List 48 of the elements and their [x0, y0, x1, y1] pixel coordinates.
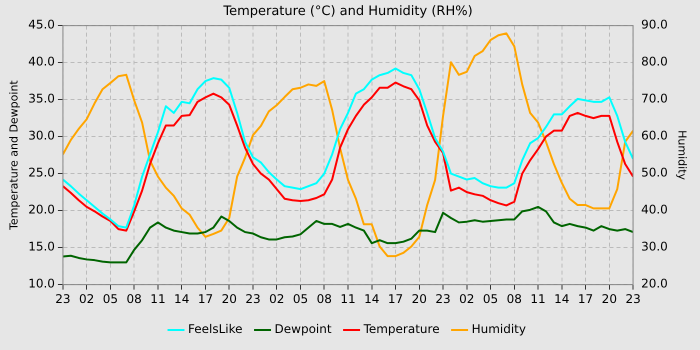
x-tick-label: 14	[174, 292, 190, 306]
x-tick-label: 23	[55, 292, 71, 306]
x-tick-label: 08	[506, 292, 522, 306]
x-tick-label: 14	[364, 292, 380, 306]
x-tick-label: 02	[79, 292, 94, 306]
x-tick-label: 08	[316, 292, 332, 306]
x-tick-label: 05	[102, 292, 118, 306]
legend-label: Dewpoint	[274, 322, 332, 336]
x-tick-label: 23	[245, 292, 261, 306]
y2-tick-label: 40.0	[641, 202, 668, 217]
y2-axis-title: Humidity	[676, 130, 689, 181]
y-tick-label: 45.0	[28, 18, 55, 32]
x-tick-label: 20	[222, 292, 237, 306]
x-tick-label: 11	[150, 292, 166, 306]
x-tick-label: 17	[578, 292, 594, 306]
y-axis-title: Temperature and Dewpoint	[7, 80, 20, 231]
x-tick-label: 17	[198, 292, 214, 306]
x-tick-label: 08	[126, 292, 142, 306]
y2-tick-label: 70.0	[641, 92, 668, 106]
x-tick-label: 05	[292, 292, 308, 306]
x-tick-label: 02	[459, 292, 474, 306]
y-tick-label: 35.0	[28, 92, 55, 106]
x-tick-label: 23	[625, 292, 641, 306]
y-tick-label: 25.0	[28, 166, 55, 180]
y-tick-label: 15.0	[28, 240, 55, 254]
x-tick-label: 23	[435, 292, 451, 306]
x-tick-label: 02	[269, 292, 284, 306]
x-tick-label: 20	[602, 292, 617, 306]
y2-tick-label: 60.0	[641, 128, 668, 143]
x-tick-label: 17	[388, 292, 404, 306]
chart-title: Temperature (°C) and Humidity (RH%)	[222, 4, 473, 20]
x-tick-label: 05	[482, 292, 498, 306]
y-tick-label: 10.0	[28, 276, 55, 291]
legend-label: Temperature	[362, 322, 440, 336]
y2-tick-label: 50.0	[641, 166, 668, 180]
x-tick-label: 11	[340, 292, 356, 306]
legend-label: FeelsLike	[188, 322, 243, 336]
y2-tick-label: 30.0	[641, 240, 668, 254]
y-tick-label: 30.0	[28, 128, 55, 143]
y2-tick-label: 20.0	[641, 276, 668, 291]
y2-tick-label: 90.0	[641, 18, 668, 32]
legend-label: Humidity	[472, 322, 526, 336]
y-tick-label: 40.0	[28, 54, 55, 69]
x-tick-label: 14	[554, 292, 570, 306]
y-tick-label: 20.0	[28, 202, 55, 217]
y2-tick-label: 80.0	[641, 54, 668, 69]
x-tick-label: 20	[412, 292, 427, 306]
x-tick-label: 11	[530, 292, 546, 306]
